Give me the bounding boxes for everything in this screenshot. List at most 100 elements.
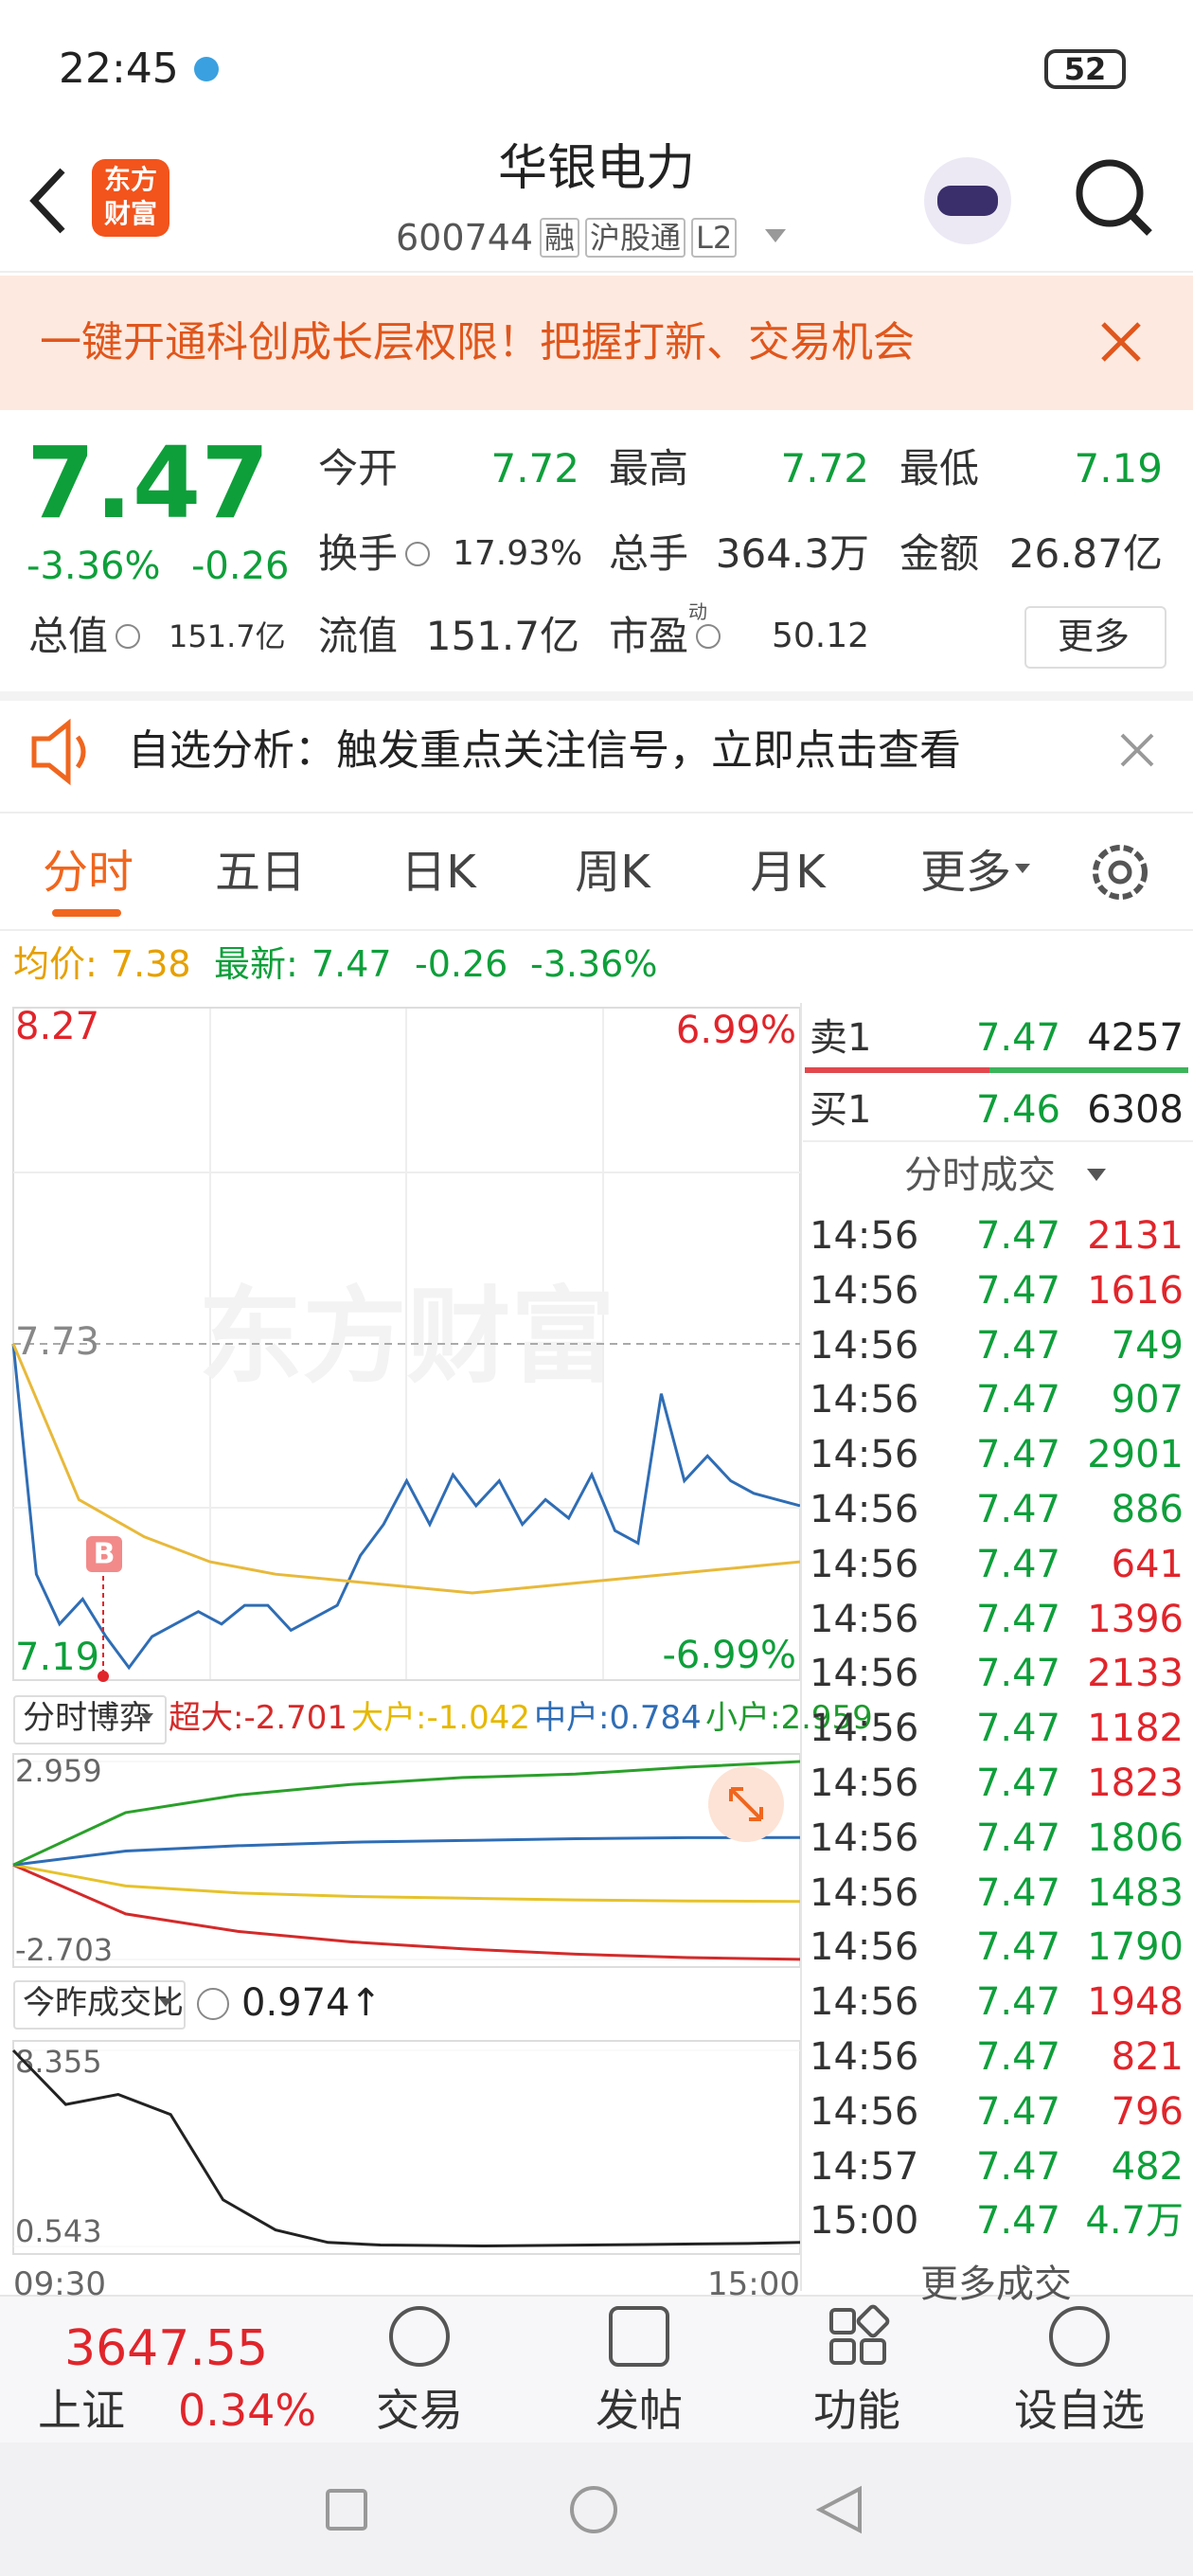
tab[interactable]: 日K (401, 846, 476, 899)
nav-back[interactable] (815, 2485, 862, 2534)
settings-hub (1108, 860, 1132, 885)
info-icon (696, 624, 721, 649)
nav-recent[interactable] (326, 2489, 367, 2531)
trade-price: 7.47 (975, 2035, 1060, 2079)
trade-icon[interactable] (389, 2306, 450, 2367)
trade-vol: 1806 (1087, 1816, 1184, 1860)
help-icon[interactable] (197, 1988, 229, 2020)
trade-time: 14:56 (810, 1542, 919, 1586)
x-tick-label: 09:30 (13, 2265, 106, 2303)
series-line (12, 1835, 801, 1867)
field-value: 151.7亿 (425, 613, 579, 659)
nav-home[interactable] (570, 2486, 617, 2533)
nav-label[interactable]: 交易 (376, 2385, 463, 2436)
more-text: 更多 (1057, 616, 1131, 657)
book-label: 卖1 (810, 1016, 872, 1060)
trade-time: 14:56 (810, 1980, 919, 2025)
trade-vol: 749 (1111, 1323, 1184, 1368)
y-tick-label: -2.703 (15, 1932, 113, 1968)
divider (0, 812, 1193, 814)
flow-selector[interactable] (13, 1695, 167, 1744)
trade-price: 7.47 (975, 1323, 1060, 1368)
divider (0, 691, 1193, 701)
nav-label[interactable]: 功能 (813, 2385, 900, 2436)
tab[interactable]: 五日 (214, 846, 307, 899)
tab-underline (52, 909, 121, 917)
ratio-title: 今昨成交比 (23, 1984, 184, 2022)
func-icon[interactable] (829, 2308, 856, 2334)
banner-bg (0, 276, 1193, 410)
trade-time: 14:56 (810, 1870, 919, 1915)
expand-icon (729, 1787, 763, 1821)
post-icon[interactable] (609, 2306, 669, 2367)
watch-icon[interactable] (1049, 2306, 1110, 2367)
trade-price: 7.47 (975, 2144, 1060, 2189)
x-tick-label: 15:00 (707, 2265, 800, 2303)
search-icon[interactable] (1076, 159, 1144, 227)
trade-time: 15:00 (810, 2199, 919, 2244)
index-value: 3647.55 (64, 2320, 269, 2377)
more-trades: 更多成交 (920, 2263, 1072, 2306)
info-latest-label: 最新: (214, 943, 298, 985)
bottom-bar (0, 2295, 1193, 2444)
battery-level: 52 (1063, 51, 1107, 87)
notice-text: 自选分析：触发重点关注信号，立即点击查看 (128, 726, 961, 775)
trade-price: 7.47 (975, 1268, 1060, 1313)
y-tick-label: 8.27 (15, 1005, 99, 1048)
trade-vol: 1790 (1087, 1925, 1184, 1970)
banner-close (1101, 322, 1141, 362)
tab-icons (52, 845, 1148, 917)
speaker-icon (31, 718, 71, 786)
info-icon (116, 624, 140, 649)
field-value: 151.7亿 (169, 618, 286, 654)
tab[interactable]: 周K (575, 846, 650, 899)
chart-frame (12, 1753, 801, 1968)
panel-divider (800, 1003, 802, 2291)
marker-dot (98, 1671, 109, 1682)
ratio-selector[interactable] (13, 1980, 186, 2030)
nav-label[interactable]: 设自选 (1014, 2385, 1145, 2436)
divider (803, 1140, 1193, 1142)
search-handle (1130, 213, 1152, 236)
trade-price: 7.47 (975, 1925, 1060, 1970)
trade-price: 7.47 (975, 1980, 1060, 2025)
back-button[interactable] (29, 168, 65, 234)
trade-time: 14:56 (810, 1707, 919, 1751)
info-avg-label: 均价: (13, 943, 98, 985)
pct-label: -6.99% (662, 1634, 796, 1677)
change: -0.26 (191, 545, 290, 588)
trade-price: 7.47 (975, 1652, 1060, 1696)
divider (0, 929, 1193, 931)
trade-price: 7.47 (975, 1870, 1060, 1915)
settings-icon[interactable] (1093, 845, 1148, 900)
index-pct: 0.34% (178, 2385, 317, 2436)
tab[interactable]: 月K (750, 846, 826, 899)
trade-time: 14:56 (810, 1268, 919, 1313)
trade-price: 7.47 (975, 2089, 1060, 2134)
nav-label[interactable]: 发帖 (596, 2385, 683, 2436)
bottom-icons (326, 2304, 1110, 2534)
trade-price: 7.47 (975, 1816, 1060, 1860)
flow-arrow (140, 1713, 153, 1722)
watermark: 东方财富 (199, 1276, 615, 1397)
book-price: 7.47 (975, 1016, 1060, 1060)
trade-vol: 2901 (1087, 1433, 1184, 1477)
trades-arrow (1087, 1169, 1106, 1181)
book-vol: 4257 (1087, 1016, 1184, 1060)
header-icons (29, 49, 1152, 362)
tag-arrow (765, 229, 786, 242)
logo-text: 东方 (103, 164, 158, 195)
tab[interactable]: 分时 (42, 846, 134, 899)
divider (0, 271, 1193, 273)
stock-tag: 融 (540, 218, 580, 258)
banner-text: 一键开通科创成长层权限！把握打新、交易机会 (40, 318, 915, 367)
y-tick-label: 0.543 (15, 2213, 102, 2249)
flow-item: 大户:-1.042 (351, 1699, 531, 1737)
field-value: 7.72 (490, 445, 579, 492)
tab[interactable]: 更多 (919, 846, 1012, 899)
trade-time: 14:56 (810, 1652, 919, 1696)
trades-title: 分时成交 (904, 1154, 1056, 1197)
trade-vol: 1396 (1087, 1597, 1184, 1641)
more-button[interactable] (1024, 606, 1166, 669)
trade-vol: 907 (1111, 1378, 1184, 1422)
